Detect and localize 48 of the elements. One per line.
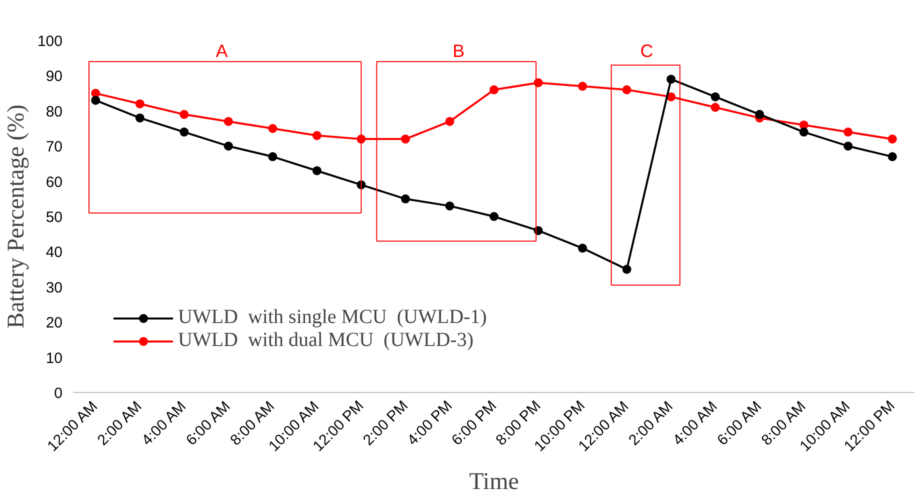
point xyxy=(312,166,322,176)
point xyxy=(888,134,897,144)
point xyxy=(268,124,278,133)
point xyxy=(622,264,632,274)
y-tick-label: 20 xyxy=(46,314,63,332)
y-tick-label: 0 xyxy=(54,385,62,402)
point xyxy=(622,85,632,94)
point xyxy=(445,201,454,210)
point xyxy=(135,99,144,108)
point xyxy=(268,152,278,162)
y-tick-label: 60 xyxy=(46,174,63,191)
point xyxy=(888,152,897,162)
point xyxy=(666,74,676,84)
annotation: B xyxy=(452,41,465,62)
point xyxy=(710,102,720,112)
point xyxy=(844,142,853,151)
point xyxy=(180,128,189,137)
point xyxy=(224,116,233,126)
point xyxy=(180,110,189,119)
y-tick-label: 50 xyxy=(46,209,63,226)
point xyxy=(224,142,233,151)
x-axis-title: Time xyxy=(469,468,519,495)
point xyxy=(490,85,498,94)
point xyxy=(755,110,764,119)
point xyxy=(135,113,144,122)
y-axis-title: Battery Percentage (%) xyxy=(3,104,30,328)
point xyxy=(490,212,498,221)
annotation: A xyxy=(216,41,228,62)
y-tick-label: 100 xyxy=(37,33,63,50)
y-tick-label: 30 xyxy=(46,279,63,296)
point xyxy=(400,134,410,144)
y-tick-label: 10 xyxy=(46,350,63,367)
point xyxy=(578,244,588,253)
legend-label: UWLD with single MCU (UWLD-1) xyxy=(178,306,487,329)
annotation: C xyxy=(640,41,654,62)
y-tick-label: 40 xyxy=(46,244,63,262)
point xyxy=(400,194,410,204)
y-tick-label: 70 xyxy=(46,138,63,156)
point xyxy=(799,128,808,137)
y-tick-label: 80 xyxy=(46,103,63,120)
point xyxy=(710,92,720,102)
point xyxy=(312,131,322,140)
point xyxy=(91,96,100,105)
point xyxy=(844,128,853,137)
y-tick-label: 90 xyxy=(46,68,63,86)
point xyxy=(578,82,588,91)
legend-label: UWLD with dual MCU (UWLD-3) xyxy=(178,329,474,352)
point xyxy=(445,116,454,126)
